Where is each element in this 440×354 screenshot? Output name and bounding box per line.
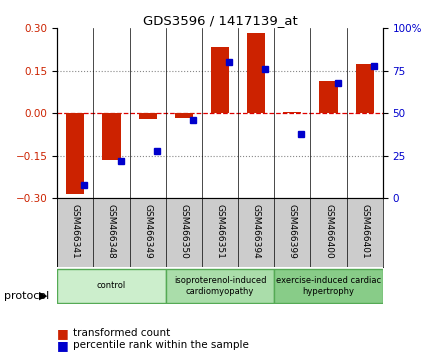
Bar <box>247 33 265 113</box>
Text: GSM466341: GSM466341 <box>71 204 80 258</box>
Text: GSM466394: GSM466394 <box>252 204 260 258</box>
Text: GSM466350: GSM466350 <box>180 204 188 259</box>
Bar <box>103 113 121 160</box>
Text: ■: ■ <box>57 339 69 352</box>
Bar <box>139 113 157 119</box>
Text: protocol: protocol <box>4 291 50 301</box>
Text: GSM466349: GSM466349 <box>143 204 152 258</box>
Bar <box>356 64 374 113</box>
Bar <box>66 113 84 194</box>
Text: ▶: ▶ <box>39 291 47 301</box>
Title: GDS3596 / 1417139_at: GDS3596 / 1417139_at <box>143 14 297 27</box>
Bar <box>319 81 337 113</box>
Text: ■: ■ <box>57 327 69 340</box>
Bar <box>274 269 383 303</box>
Bar <box>166 269 274 303</box>
Text: GSM466401: GSM466401 <box>360 204 369 258</box>
Text: percentile rank within the sample: percentile rank within the sample <box>73 340 249 350</box>
Text: control: control <box>97 281 126 290</box>
Text: GSM466348: GSM466348 <box>107 204 116 258</box>
Bar <box>283 112 301 113</box>
Text: transformed count: transformed count <box>73 329 170 338</box>
Text: GSM466399: GSM466399 <box>288 204 297 259</box>
Bar <box>57 269 166 303</box>
Text: GSM466351: GSM466351 <box>216 204 224 259</box>
Bar <box>211 47 229 113</box>
Bar <box>175 113 193 118</box>
Text: GSM466400: GSM466400 <box>324 204 333 258</box>
Text: isoproterenol-induced
cardiomyopathy: isoproterenol-induced cardiomyopathy <box>174 276 266 296</box>
Text: exercise-induced cardiac
hypertrophy: exercise-induced cardiac hypertrophy <box>276 276 381 296</box>
